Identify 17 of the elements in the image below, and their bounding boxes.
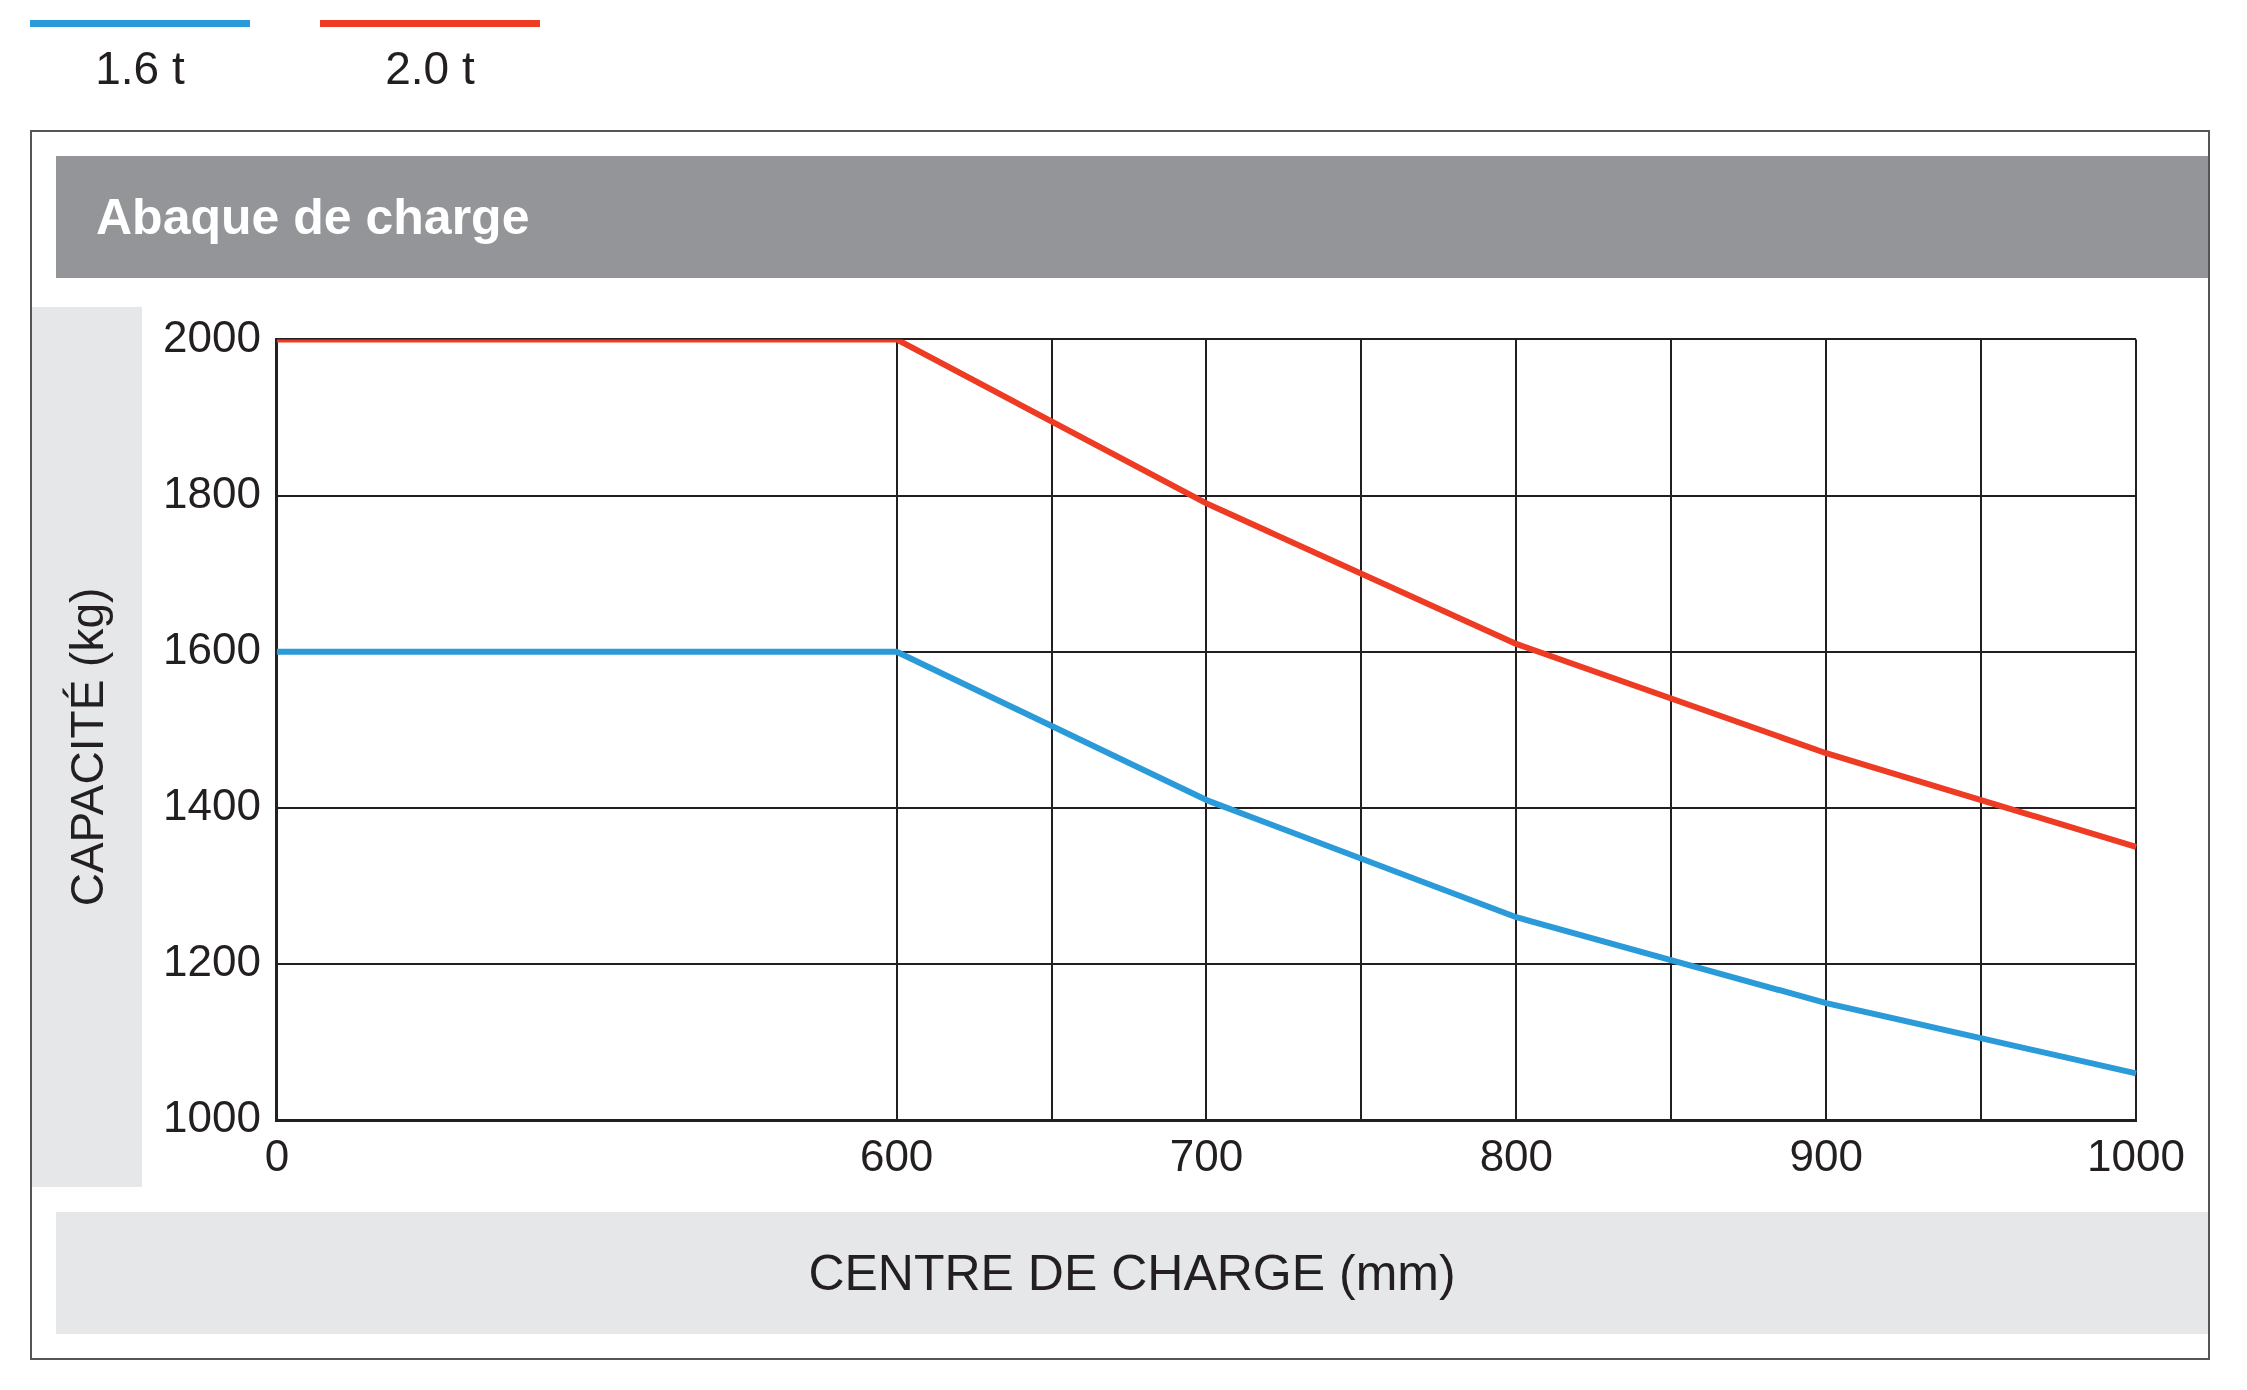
y-tick-label: 1200 <box>162 936 261 986</box>
legend-label: 2.0 t <box>385 41 475 95</box>
y-tick-label: 1800 <box>162 467 261 517</box>
x-tick-label: 900 <box>1789 1130 1863 1180</box>
x-tick-label: 700 <box>1169 1130 1244 1180</box>
x-tick-label: 800 <box>1479 1130 1554 1180</box>
x-tick-label: 1000 <box>2087 1130 2185 1180</box>
y-axis-title: CAPACITÉ (kg) <box>60 587 114 907</box>
x-tick-label: 600 <box>859 1130 934 1180</box>
y-tick-label: 2000 <box>162 311 261 361</box>
x-tick-label: 0 <box>264 1130 290 1180</box>
legend-label: 1.6 t <box>95 41 185 95</box>
y-tick-label: 1600 <box>162 623 261 673</box>
x-axis-title: CENTRE DE CHARGE (mm) <box>56 1212 2208 1334</box>
y-tick-label: 1000 <box>162 1092 261 1142</box>
chart-title: Abaque de charge <box>56 156 2208 278</box>
y-tick-label: 1400 <box>162 780 261 830</box>
